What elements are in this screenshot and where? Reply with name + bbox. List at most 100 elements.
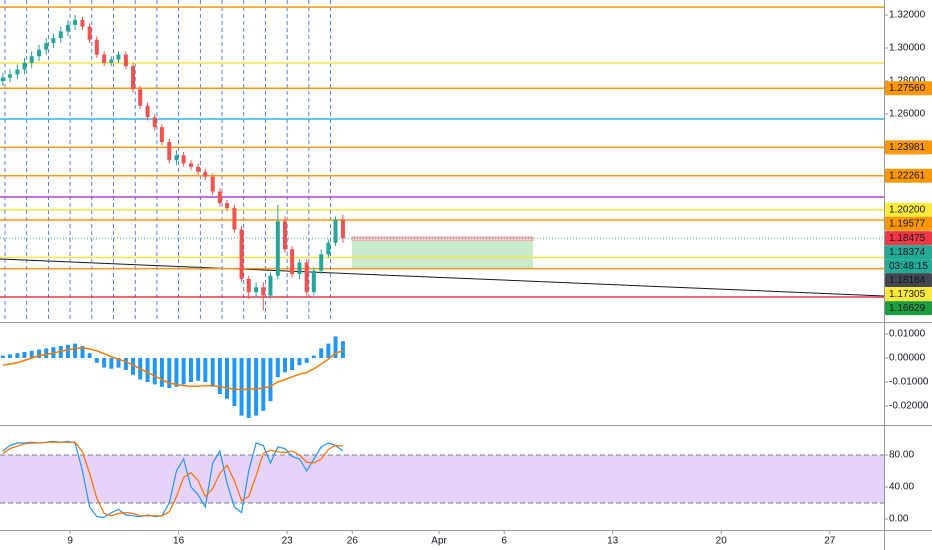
histogram-bar — [268, 357, 273, 402]
histogram-bar — [304, 357, 309, 363]
candle-body — [145, 105, 150, 118]
histogram-bar — [0, 355, 5, 358]
price-label-bg — [885, 245, 932, 260]
histogram-bar — [15, 353, 20, 358]
histogram-bar — [22, 351, 27, 358]
price-label: 1.27560 — [889, 83, 926, 94]
candle-body — [58, 31, 63, 39]
histogram-bar — [319, 348, 324, 358]
histogram-bar — [333, 336, 338, 358]
histogram-bar — [340, 341, 345, 358]
histogram-bar — [326, 343, 331, 358]
y-tick-label: 1.28000 — [889, 76, 926, 87]
candle-body — [80, 19, 85, 27]
x-tick-label: 23 — [282, 536, 294, 547]
stochastic-line — [2, 441, 343, 517]
histogram-bar — [116, 357, 121, 368]
candle-body — [225, 203, 230, 209]
price-label-bg — [885, 273, 932, 288]
price-label: 1.18184 — [889, 275, 926, 286]
price-label: 1.17305 — [889, 289, 926, 300]
candle-body — [210, 176, 215, 192]
candle-body — [196, 166, 201, 172]
candle-body — [311, 270, 316, 293]
price-label-bg — [885, 259, 932, 274]
candle-body — [37, 49, 42, 57]
candle-body — [254, 287, 259, 293]
histogram-bar — [109, 357, 114, 369]
y-tick-label: 80.00 — [889, 450, 914, 461]
price-label: 1.18475 — [889, 233, 926, 244]
histogram-bar — [188, 357, 193, 382]
histogram-bar — [239, 357, 244, 416]
candle-body — [159, 127, 164, 143]
candle-body — [333, 219, 338, 243]
histogram-bar — [123, 357, 128, 370]
x-tick-label: 26 — [347, 536, 359, 547]
candle-body — [109, 59, 114, 63]
candle-body — [203, 171, 208, 177]
candle-body — [123, 54, 128, 67]
price-label-bg — [885, 168, 932, 183]
y-tick-label: 0.00 — [889, 514, 909, 525]
histogram-bar — [65, 344, 70, 358]
drawings — [0, 236, 885, 297]
price-label-bg — [885, 231, 932, 246]
price-label-bg — [885, 216, 932, 231]
candle-body — [297, 262, 302, 275]
candle-body — [22, 62, 27, 70]
y-tick-label: 0.00000 — [889, 353, 926, 364]
candle-body — [152, 117, 157, 128]
price-label: 1.18374 — [889, 247, 926, 258]
candle-body — [261, 287, 266, 296]
y-tick-label: 1.26000 — [889, 109, 926, 120]
histogram-bar — [152, 357, 157, 385]
histogram-bar — [80, 345, 85, 358]
histogram-bar — [210, 357, 215, 387]
stochastic-band — [0, 455, 884, 503]
histogram-bar — [29, 350, 34, 358]
histogram-bar — [254, 357, 259, 416]
x-tick-label: 6 — [501, 536, 507, 547]
candle-body — [246, 279, 251, 293]
price-label: 1.19577 — [889, 218, 926, 229]
histogram-bar — [297, 357, 302, 366]
candle-body — [239, 229, 244, 280]
candle-body — [65, 24, 70, 32]
candle-body — [94, 39, 99, 55]
histogram-bar — [203, 357, 208, 382]
histogram-bar — [225, 357, 230, 399]
histogram-bar — [282, 357, 287, 373]
y-tick-label: -0.02000 — [889, 401, 929, 412]
x-tick-label: Apr — [431, 536, 447, 547]
price-label: 1.20200 — [889, 204, 926, 215]
y-tick-label: 40.00 — [889, 482, 914, 493]
candle-body — [174, 155, 179, 161]
candle-body — [232, 208, 237, 230]
x-tick-label: 27 — [824, 536, 836, 547]
histogram-bar — [87, 353, 92, 358]
histogram-bar — [37, 349, 42, 358]
candle-body — [131, 66, 136, 90]
price-label-bg — [885, 140, 932, 155]
candle-body — [304, 262, 309, 293]
x-tick-label: 13 — [607, 536, 619, 547]
histogram-bar — [145, 357, 150, 382]
candle-body — [29, 56, 34, 63]
histogram-bar — [290, 357, 295, 370]
candle-body — [0, 77, 5, 81]
y-tick-label: 0.01000 — [889, 329, 926, 340]
histogram-bar — [174, 357, 179, 387]
y-tick-label: 1.30000 — [889, 43, 926, 54]
candle-body — [7, 74, 12, 78]
candle-body — [268, 275, 273, 296]
histogram-bar — [102, 357, 107, 368]
candle-body — [275, 221, 280, 276]
candle-body — [44, 43, 49, 50]
candle-body — [188, 163, 193, 167]
candle-body — [167, 142, 172, 161]
candle-body — [282, 221, 287, 250]
position-stop-zone — [351, 236, 534, 242]
candle-body — [15, 69, 20, 75]
